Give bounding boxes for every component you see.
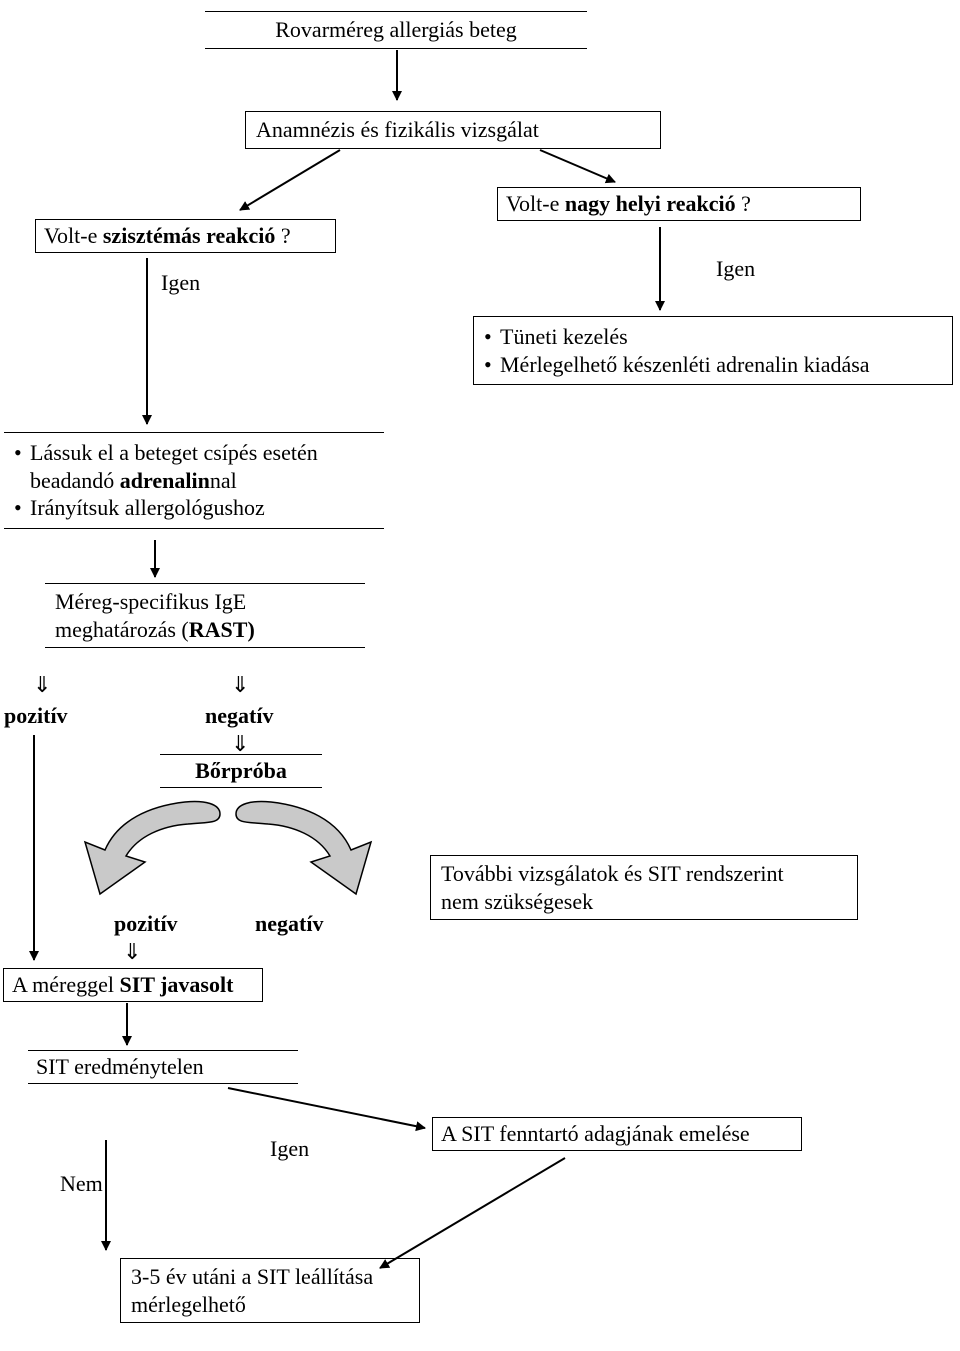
- diagram-canvas: Rovarméreg allergiás beteg Anamnézis és …: [0, 0, 960, 1351]
- pozitiv-1-text: pozitív: [4, 703, 68, 728]
- bullet-icon: •: [14, 439, 30, 494]
- q-local-tail: ?: [736, 191, 751, 216]
- yes-right-label: Igen: [716, 255, 755, 283]
- negativ-1-text: negatív: [205, 703, 273, 728]
- q-local-pre: Volt-e: [506, 191, 565, 216]
- bullet-icon: •: [484, 351, 500, 379]
- anamnesis-text: Anamnézis és fizikális vizsgálat: [256, 117, 539, 142]
- q-systemic-pre: Volt-e: [44, 223, 103, 248]
- question-local: Volt-e nagy helyi reakció ?: [497, 187, 861, 221]
- q-systemic-bold: szisztémás reakció: [103, 223, 276, 248]
- double-arrow-1: ⇓: [33, 671, 51, 699]
- negativ-2: negatív: [255, 910, 323, 938]
- pozitiv-1: pozitív: [4, 702, 68, 730]
- yes-mid-label: Igen: [270, 1135, 309, 1163]
- double-arrow-4: ⇓: [123, 938, 141, 966]
- arrow: [540, 150, 615, 182]
- no-further-node: További vizsgálatok és SIT rendszerint n…: [430, 855, 858, 920]
- negativ-1: negatív: [205, 702, 273, 730]
- double-arrow-2: ⇓: [231, 671, 249, 699]
- final-l2: mérlegelhető: [131, 1292, 246, 1317]
- rast-node: Méreg-specifikus IgE meghatározás (RAST): [45, 583, 365, 648]
- title-node: Rovarméreg allergiás beteg: [205, 11, 587, 49]
- arrow: [380, 1158, 565, 1268]
- sa2-pre: Irányítsuk allergológushoz: [30, 494, 265, 522]
- sit-fail-node: SIT eredménytelen: [28, 1050, 298, 1084]
- negativ-2-text: negatív: [255, 911, 323, 936]
- curved-arrow-left: [85, 802, 220, 895]
- borproba-text: Bőrpróba: [195, 758, 287, 783]
- sit-recommended-node: A méreggel SIT javasolt: [3, 968, 263, 1002]
- yes-left-label: Igen: [161, 269, 200, 297]
- q-local-bold: nagy helyi reakció: [565, 191, 736, 216]
- local-action-2-text: Mérlegelhető készenléti adrenalin kiadás…: [500, 351, 870, 379]
- q-systemic-tail: ?: [275, 223, 290, 248]
- title-text: Rovarméreg allergiás beteg: [275, 17, 517, 42]
- sit-fail-text: SIT eredménytelen: [36, 1054, 204, 1079]
- bullet-icon: •: [14, 494, 30, 522]
- anamnesis-node: Anamnézis és fizikális vizsgálat: [245, 111, 661, 149]
- sa1-bold: adrenalin: [120, 468, 210, 493]
- yes-mid-text: Igen: [270, 1136, 309, 1161]
- arrow: [240, 150, 340, 210]
- borproba-node: Bőrpróba: [160, 754, 322, 788]
- sit-rec-pre: A méreggel: [12, 972, 120, 997]
- no-mid-label: Nem: [60, 1170, 103, 1198]
- pozitiv-2: pozitív: [114, 910, 178, 938]
- rast-line2a: meghatározás (: [55, 617, 189, 642]
- rast-line1: Méreg-specifikus IgE: [55, 589, 246, 614]
- yes-left-text: Igen: [161, 270, 200, 295]
- local-action-1-text: Tüneti kezelés: [500, 323, 628, 351]
- final-node: 3-5 év utáni a SIT leállítása mérlegelhe…: [120, 1258, 420, 1323]
- no-further-l2: nem szükségesek: [441, 889, 593, 914]
- bullet-icon: •: [484, 323, 500, 351]
- yes-right-text: Igen: [716, 256, 755, 281]
- sa1-post: nal: [210, 468, 237, 493]
- systemic-action-2: • Irányítsuk allergológushoz: [14, 494, 374, 522]
- final-l1: 3-5 év utáni a SIT leállítása: [131, 1264, 373, 1289]
- sit-rec-bold: SIT javasolt: [120, 972, 234, 997]
- systemic-action-1-text: Lássuk el a beteget csípés esetén beadan…: [30, 439, 374, 494]
- local-action-1: • Tüneti kezelés: [484, 323, 942, 351]
- arrow: [228, 1088, 425, 1128]
- systemic-action-1: • Lássuk el a beteget csípés esetén bead…: [14, 439, 374, 494]
- sit-increase-node: A SIT fenntartó adagjának emelése: [432, 1117, 802, 1151]
- sit-increase-text: A SIT fenntartó adagjának emelése: [441, 1121, 750, 1146]
- pozitiv-2-text: pozitív: [114, 911, 178, 936]
- no-further-l1: További vizsgálatok és SIT rendszerint: [441, 861, 784, 886]
- curved-arrow-right: [236, 802, 371, 895]
- local-actions-node: • Tüneti kezelés • Mérlegelhető készenlé…: [473, 316, 953, 385]
- local-action-2: • Mérlegelhető készenléti adrenalin kiad…: [484, 351, 942, 379]
- question-systemic: Volt-e szisztémás reakció ?: [35, 219, 336, 253]
- rast-line2b: RAST): [189, 617, 255, 642]
- systemic-actions-node: • Lássuk el a beteget csípés esetén bead…: [4, 432, 384, 529]
- no-mid-text: Nem: [60, 1171, 103, 1196]
